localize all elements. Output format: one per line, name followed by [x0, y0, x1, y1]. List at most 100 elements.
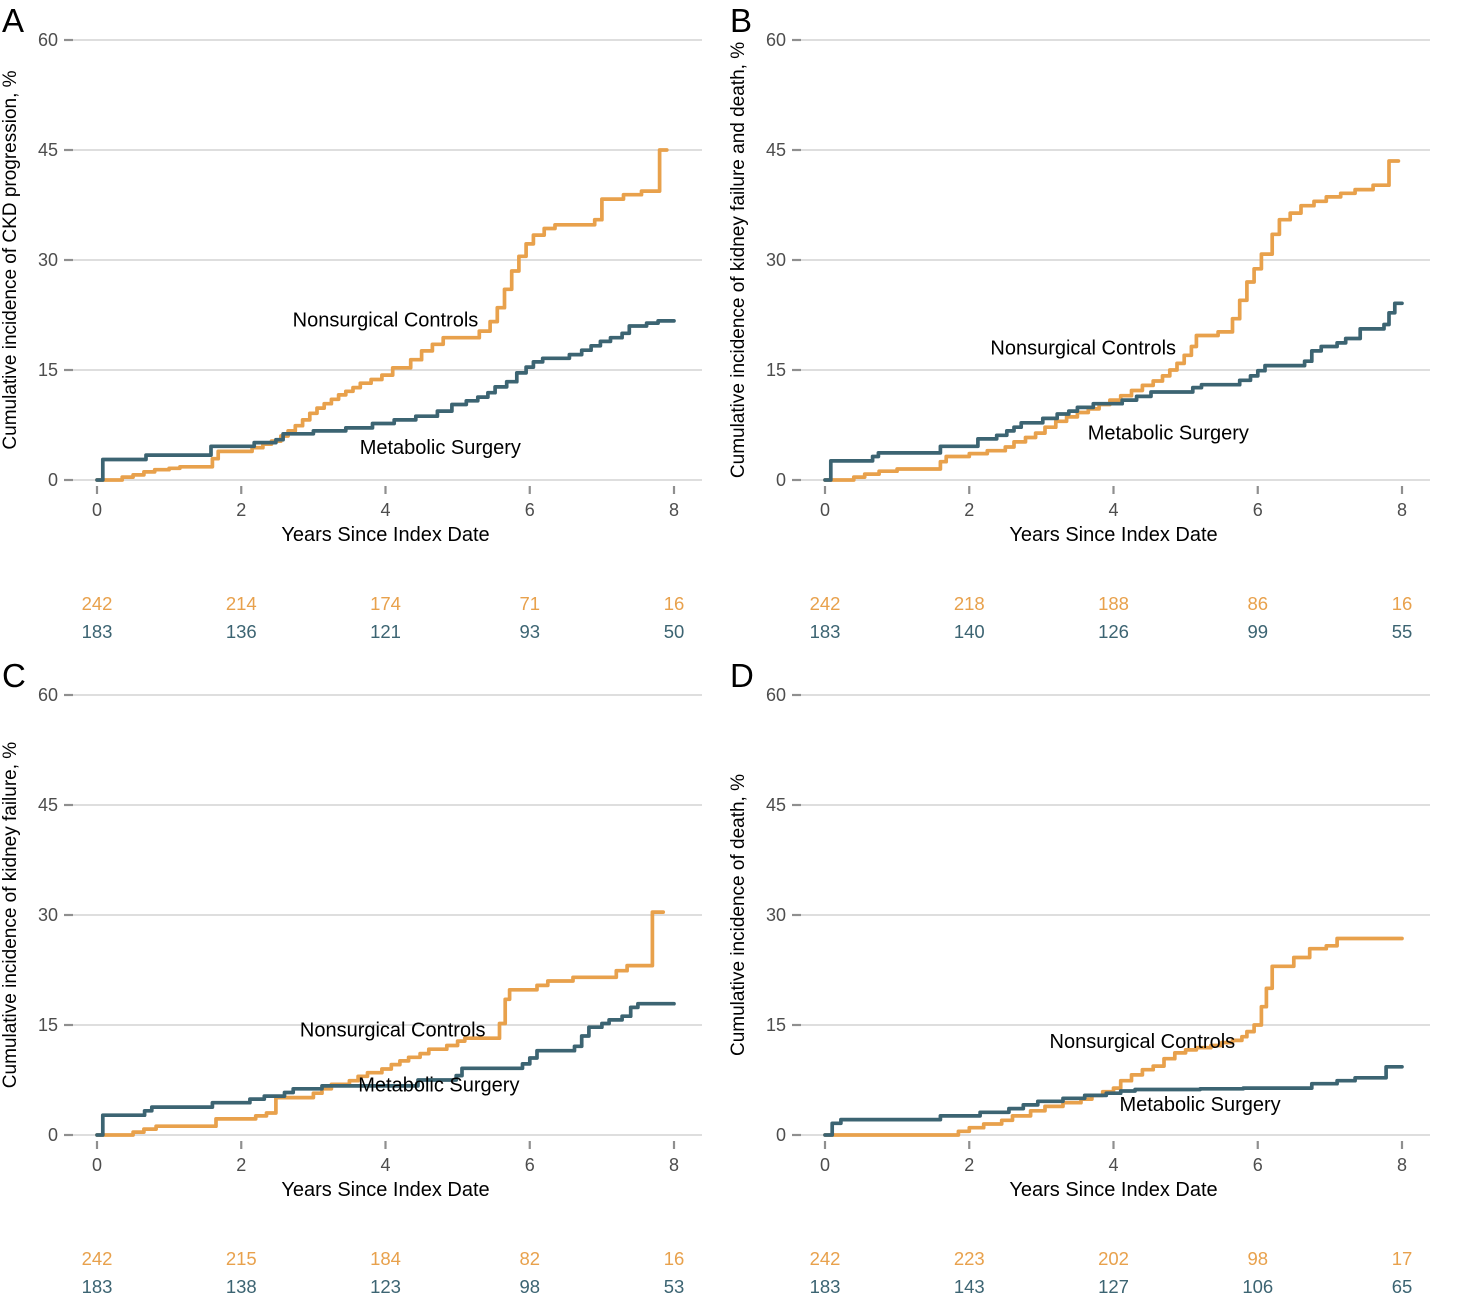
at-risk-value-nonsurgical-controls: 242: [82, 593, 113, 614]
at-risk-value-nonsurgical-controls: 174: [370, 593, 401, 614]
at-risk-value-nonsurgical-controls: 17: [1392, 1248, 1413, 1269]
at-risk-value-metabolic-surgery: 65: [1392, 1276, 1413, 1297]
x-tick-label: 2: [964, 1155, 974, 1175]
at-risk-value-metabolic-surgery: 140: [954, 621, 985, 642]
x-axis-label: Years Since Index Date: [281, 1179, 489, 1201]
at-risk-value-nonsurgical-controls: 98: [1247, 1248, 1268, 1269]
x-axis-label: Years Since Index Date: [1009, 524, 1217, 546]
curve-nonsurgical-controls: [823, 936, 1404, 1137]
at-risk-value-metabolic-surgery: 123: [370, 1276, 401, 1297]
at-risk-value-metabolic-surgery: 50: [664, 621, 685, 642]
at-risk-value-metabolic-surgery: 127: [1098, 1276, 1129, 1297]
y-tick-label: 0: [48, 1125, 58, 1145]
at-risk-value-metabolic-surgery: 183: [810, 1276, 841, 1297]
panel-svg-a: 0 15 30 45 60 0 2 4 6 8 Years Since Index Date Cumu…: [0, 2, 702, 642]
y-tick-label: 30: [38, 250, 58, 270]
curve-metabolic-surgery: [95, 1001, 676, 1137]
at-risk-value-metabolic-surgery: 143: [954, 1276, 985, 1297]
at-risk-value-metabolic-surgery: 98: [519, 1276, 540, 1297]
y-tick-label: 15: [38, 360, 58, 380]
panel-letter: C: [2, 657, 26, 694]
y-tick-label: 30: [766, 250, 786, 270]
x-tick-label: 4: [1108, 500, 1118, 520]
x-tick-label: 8: [1397, 1155, 1407, 1175]
y-tick-label: 0: [776, 470, 786, 490]
y-tick-label: 60: [766, 685, 786, 705]
x-tick-label: 2: [964, 500, 974, 520]
curve-label-metabolic-surgery: Metabolic Surgery: [1088, 422, 1249, 444]
panel-letter: A: [2, 2, 24, 39]
x-tick-label: 0: [92, 1155, 102, 1175]
y-axis-label: Cumulative incidence of death, %: [728, 774, 749, 1056]
at-risk-value-metabolic-surgery: 93: [519, 621, 540, 642]
at-risk-value-nonsurgical-controls: 184: [370, 1248, 401, 1269]
curve-label-metabolic-surgery: Metabolic Surgery: [360, 437, 521, 459]
y-axis-label: Cumulative incidence of kidney failure, …: [0, 742, 21, 1089]
x-axis-label: Years Since Index Date: [281, 524, 489, 546]
x-tick-label: 6: [525, 500, 535, 520]
panel-letter: D: [730, 657, 754, 694]
at-risk-value-nonsurgical-controls: 214: [226, 593, 257, 614]
at-risk-value-metabolic-surgery: 136: [226, 621, 257, 642]
at-risk-value-nonsurgical-controls: 82: [519, 1248, 540, 1269]
x-tick-label: 8: [669, 1155, 679, 1175]
panel-svg-b: 0 15 30 45 60 0 2 4 6 8 Years Since Index Date Cumu…: [728, 2, 1430, 642]
at-risk-value-nonsurgical-controls: 71: [519, 593, 540, 614]
panel-a: 0 15 30 45 60 0 2 4 6 8 Years Since Index Date Cumu…: [0, 0, 728, 655]
at-risk-value-nonsurgical-controls: 223: [954, 1248, 985, 1269]
x-tick-label: 8: [669, 500, 679, 520]
panel-d: 0 15 30 45 60 0 2 4 6 8 Years Since Index Date Cumu…: [728, 655, 1457, 1309]
y-tick-label: 60: [38, 685, 58, 705]
at-risk-value-nonsurgical-controls: 16: [1392, 593, 1413, 614]
curve-nonsurgical-controls: [95, 148, 669, 482]
at-risk-value-metabolic-surgery: 183: [82, 621, 113, 642]
y-tick-label: 0: [48, 470, 58, 490]
x-tick-label: 4: [1108, 1155, 1118, 1175]
x-tick-label: 2: [236, 1155, 246, 1175]
x-tick-label: 8: [1397, 500, 1407, 520]
at-risk-value-nonsurgical-controls: 218: [954, 593, 985, 614]
x-tick-label: 6: [1253, 1155, 1263, 1175]
x-tick-label: 0: [92, 500, 102, 520]
panel-c: 0 15 30 45 60 0 2 4 6 8 Years Since Index Date Cumu…: [0, 655, 728, 1309]
x-tick-label: 4: [380, 500, 390, 520]
panel-svg-c: 0 15 30 45 60 0 2 4 6 8 Years Since Index Date Cumu…: [0, 657, 702, 1297]
y-tick-label: 45: [766, 140, 786, 160]
at-risk-value-metabolic-surgery: 183: [810, 621, 841, 642]
at-risk-value-nonsurgical-controls: 86: [1247, 593, 1268, 614]
at-risk-value-nonsurgical-controls: 242: [810, 1248, 841, 1269]
at-risk-value-metabolic-surgery: 106: [1242, 1276, 1273, 1297]
y-tick-label: 45: [38, 795, 58, 815]
curve-nonsurgical-controls: [95, 910, 666, 1137]
at-risk-value-nonsurgical-controls: 242: [810, 593, 841, 614]
y-tick-label: 45: [38, 140, 58, 160]
x-axis-label: Years Since Index Date: [1009, 1179, 1217, 1201]
y-tick-label: 15: [766, 1015, 786, 1035]
at-risk-value-metabolic-surgery: 126: [1098, 621, 1129, 642]
y-tick-label: 30: [766, 905, 786, 925]
curve-label-nonsurgical-controls: Nonsurgical Controls: [990, 337, 1176, 359]
at-risk-value-nonsurgical-controls: 242: [82, 1248, 113, 1269]
x-tick-label: 6: [1253, 500, 1263, 520]
at-risk-value-nonsurgical-controls: 16: [664, 1248, 685, 1269]
curve-metabolic-surgery: [823, 1064, 1404, 1137]
x-tick-label: 0: [820, 1155, 830, 1175]
curve-label-nonsurgical-controls: Nonsurgical Controls: [293, 309, 479, 331]
curve-label-nonsurgical-controls: Nonsurgical Controls: [1050, 1031, 1236, 1053]
at-risk-value-nonsurgical-controls: 188: [1098, 593, 1129, 614]
at-risk-value-metabolic-surgery: 55: [1392, 621, 1413, 642]
at-risk-value-nonsurgical-controls: 215: [226, 1248, 257, 1269]
y-axis-label: Cumulative incidence of CKD progression,…: [0, 70, 21, 449]
y-tick-label: 45: [766, 795, 786, 815]
at-risk-value-metabolic-surgery: 53: [664, 1276, 685, 1297]
y-tick-label: 30: [38, 905, 58, 925]
y-tick-label: 0: [776, 1125, 786, 1145]
panel-b: 0 15 30 45 60 0 2 4 6 8 Years Since Index Date Cumu…: [728, 0, 1457, 655]
x-tick-label: 0: [820, 500, 830, 520]
at-risk-value-metabolic-surgery: 121: [370, 621, 401, 642]
curve-metabolic-surgery: [95, 319, 676, 482]
at-risk-value-metabolic-surgery: 138: [226, 1276, 257, 1297]
curve-label-nonsurgical-controls: Nonsurgical Controls: [300, 1019, 486, 1041]
x-tick-label: 6: [525, 1155, 535, 1175]
